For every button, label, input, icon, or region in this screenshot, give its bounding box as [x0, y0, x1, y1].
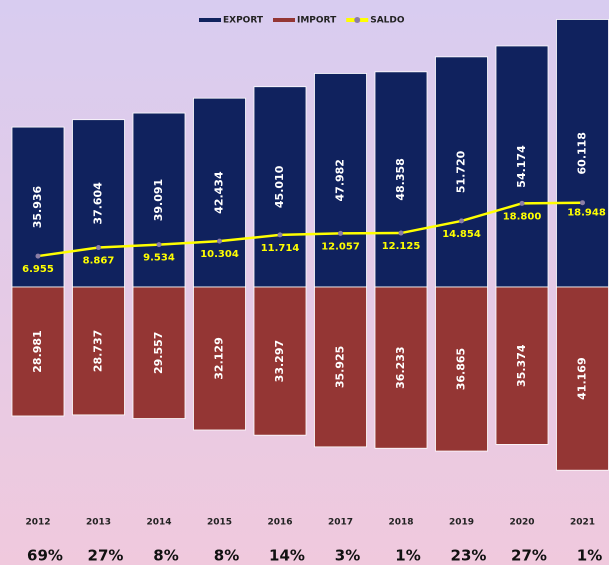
x-tick-label: 2016: [267, 518, 292, 528]
saldo-marker: [217, 238, 222, 244]
change-label: 1%: [395, 547, 420, 565]
saldo-value-label: 12.125: [382, 241, 421, 252]
change-label: 8%: [214, 547, 239, 565]
bar-value-label: 29.557: [152, 332, 165, 374]
bar-value-label: 36.865: [455, 348, 468, 390]
bar-value-label: 39.091: [152, 179, 165, 221]
bar: [132, 286, 186, 419]
bar: [253, 86, 307, 288]
bar: [132, 112, 186, 288]
bar: [374, 71, 428, 288]
bar: [193, 97, 246, 288]
x-tick-label: 2018: [388, 518, 413, 528]
saldo-value-label: 8.867: [83, 256, 115, 267]
change-label: 27%: [88, 547, 124, 565]
change-label: 14%: [269, 547, 305, 565]
bar: [495, 286, 549, 445]
saldo-marker: [156, 242, 162, 248]
x-tick-label: 2014: [146, 518, 171, 528]
bar-value-label: 28.737: [92, 330, 105, 372]
bar-value-label: 36.233: [394, 346, 407, 388]
bar-value-label: 35.374: [515, 344, 528, 387]
bar: [253, 286, 307, 436]
x-tick-label: 2021: [570, 518, 595, 528]
saldo-marker: [338, 230, 343, 236]
change-label: 69%: [27, 547, 63, 565]
bar-value-label: 48.358: [394, 158, 407, 200]
bar-value-label: 60.118: [576, 132, 589, 174]
saldo-marker: [96, 245, 101, 251]
saldo-marker: [398, 230, 404, 236]
change-label: 1%: [577, 547, 602, 565]
x-tick-label: 2013: [86, 518, 111, 528]
bar-value-label: 33.297: [273, 340, 286, 382]
bar-value-label: 45.010: [273, 165, 286, 208]
bar: [374, 286, 428, 449]
bar: [72, 286, 125, 416]
saldo-line: [37, 201, 583, 258]
bar: [435, 286, 488, 452]
bar: [556, 19, 609, 288]
saldo-marker: [35, 253, 41, 259]
legend-marker: [354, 17, 361, 23]
x-tick-label: 2012: [25, 518, 50, 528]
bar-value-label: 28.981: [31, 330, 44, 372]
change-label: 8%: [153, 547, 178, 565]
x-tick-label: 2017: [328, 518, 353, 528]
saldo-marker: [277, 232, 283, 238]
bar: [11, 286, 65, 417]
saldo-value-label: 10.304: [200, 249, 239, 260]
saldo-value-label: 11.714: [261, 243, 300, 254]
saldo-marker: [580, 200, 585, 206]
bar: [314, 286, 367, 448]
x-tick-label: 2020: [509, 518, 534, 528]
change-label: 23%: [451, 547, 487, 565]
bar: [72, 119, 125, 288]
bar: [556, 286, 609, 471]
saldo-value-label: 18.948: [567, 208, 606, 219]
saldo-value-label: 9.534: [143, 253, 175, 264]
saldo-value-label: 18.800: [503, 211, 542, 222]
bar: [193, 286, 246, 431]
bar-value-label: 35.936: [31, 185, 44, 228]
bar-value-label: 51.720: [455, 150, 468, 193]
saldo-value-label: 6.955: [22, 264, 54, 275]
x-tick-label: 2015: [207, 518, 232, 528]
legend-label: EXPORT: [223, 16, 264, 26]
legend-label: SALDO: [370, 16, 405, 26]
bar: [314, 73, 367, 288]
bar-value-label: 47.982: [334, 159, 347, 201]
change-label: 27%: [511, 547, 547, 565]
legend-label: IMPORT: [297, 16, 337, 26]
bar-value-label: 35.925: [334, 346, 347, 388]
saldo-value-label: 12.057: [321, 241, 360, 252]
bar-value-label: 32.129: [213, 337, 226, 379]
saldo-marker: [519, 200, 525, 206]
saldo-marker: [459, 218, 464, 224]
bar-value-label: 42.434: [213, 171, 226, 214]
bar-value-label: 54.174: [515, 145, 528, 188]
bar-value-label: 41.169: [576, 357, 589, 399]
x-tick-label: 2019: [449, 518, 474, 528]
bar-value-label: 37.604: [92, 182, 105, 225]
change-label: 3%: [335, 547, 360, 565]
bar: [435, 56, 488, 288]
saldo-value-label: 14.854: [442, 229, 481, 240]
